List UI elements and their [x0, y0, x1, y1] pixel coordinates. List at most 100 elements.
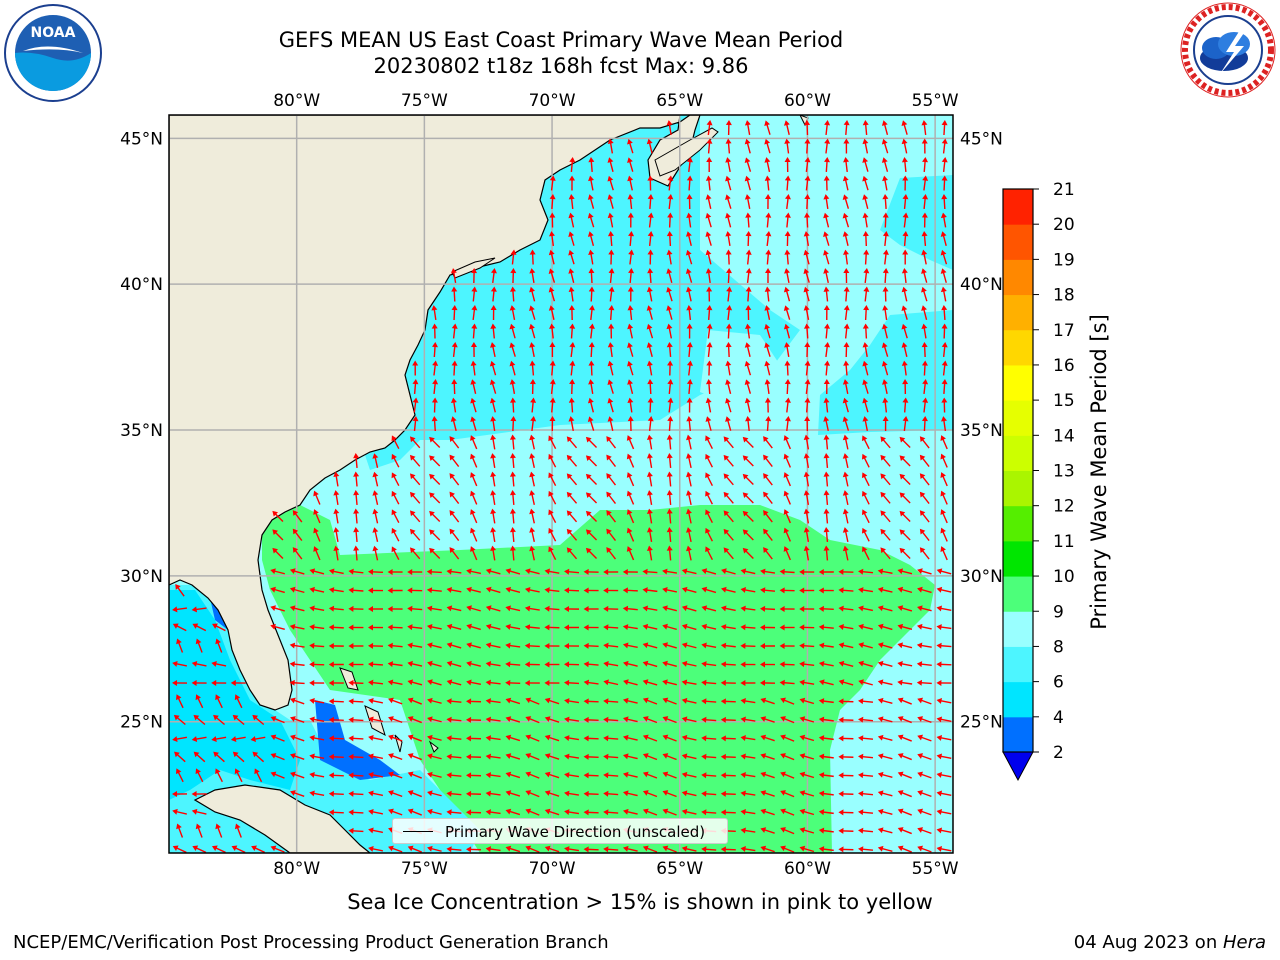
- wave-arrow: [666, 249, 673, 265]
- wave-arrow: [642, 808, 658, 816]
- wave-arrow: [646, 453, 653, 469]
- wave-arrow: [881, 323, 888, 339]
- wave-arrow: [804, 212, 811, 228]
- wave-arrow: [250, 736, 266, 742]
- wave-arrow: [426, 587, 442, 594]
- wave-arrow: [916, 679, 932, 686]
- wave-arrow: [490, 286, 497, 302]
- wave-arrow: [391, 472, 400, 487]
- wave-arrow: [549, 194, 556, 210]
- wave-arrow: [838, 846, 854, 853]
- wave-arrow: [936, 734, 952, 741]
- wave-arrow: [622, 642, 638, 649]
- wave-arrow: [858, 642, 873, 649]
- wave-arrow: [585, 547, 598, 559]
- wave-arrow: [407, 753, 422, 761]
- wave-arrow: [919, 528, 930, 541]
- wave-arrow: [897, 790, 912, 798]
- lon-label-top: 65°W: [656, 91, 703, 111]
- wave-arrow: [427, 808, 442, 815]
- wave-arrow: [744, 379, 752, 394]
- wave-arrow: [623, 660, 638, 667]
- wave-arrow: [799, 753, 815, 760]
- wave-arrow: [309, 790, 325, 797]
- wave-arrow: [544, 790, 560, 797]
- colorbar-tick-label: 8: [1053, 637, 1064, 657]
- wave-arrow: [763, 510, 773, 523]
- wave-arrow: [763, 547, 773, 560]
- wave-arrow: [744, 342, 751, 357]
- wave-arrow: [901, 268, 908, 284]
- wave-arrow: [760, 808, 775, 816]
- wave-arrow: [427, 753, 442, 760]
- wave-arrow: [803, 231, 810, 247]
- wave-arrow: [917, 697, 932, 705]
- wave-arrow: [407, 642, 423, 649]
- colorbar-tick-label: 19: [1053, 250, 1075, 270]
- wave-arrow: [863, 268, 870, 284]
- wave-arrow: [842, 545, 849, 561]
- wave-arrow: [490, 545, 497, 561]
- wave-arrow: [603, 569, 619, 575]
- wave-arrow: [740, 661, 756, 668]
- wave-arrow: [348, 809, 364, 816]
- wave-arrow: [348, 827, 364, 834]
- wave-arrow: [842, 508, 849, 524]
- wave-arrow: [509, 305, 516, 321]
- wave-arrow: [642, 587, 658, 594]
- legend-line-swatch: [403, 831, 433, 832]
- wave-arrow: [686, 323, 693, 339]
- wave-arrow: [803, 268, 810, 283]
- map-legend: Primary Wave Direction (unscaled): [392, 818, 728, 844]
- wave-arrow: [686, 397, 693, 413]
- wave-arrow: [566, 436, 578, 449]
- wave-arrow: [564, 587, 580, 594]
- wave-arrow: [862, 157, 869, 172]
- wave-arrow: [368, 808, 383, 815]
- wave-arrow: [603, 587, 619, 594]
- wave-arrow: [544, 808, 560, 816]
- wave-arrow: [427, 697, 442, 704]
- wave-arrow: [328, 661, 344, 668]
- wave-arrow: [172, 736, 188, 742]
- wave-arrow: [544, 679, 560, 686]
- wave-arrow: [509, 434, 516, 450]
- wave-arrow: [388, 697, 403, 705]
- wave-arrow: [838, 660, 854, 667]
- wave-arrow: [524, 661, 540, 668]
- wave-arrow: [921, 138, 928, 154]
- wave-arrow: [427, 734, 442, 741]
- wave-arrow: [509, 508, 516, 524]
- wave-arrow: [309, 716, 325, 723]
- wave-arrow: [902, 249, 909, 265]
- wave-arrow: [838, 624, 854, 630]
- wave-arrow: [566, 491, 578, 504]
- wave-arrow: [432, 342, 438, 358]
- wave-arrow: [391, 509, 400, 524]
- wave-arrow: [720, 735, 736, 742]
- wave-arrow: [666, 342, 673, 358]
- wave-arrow: [548, 435, 557, 450]
- wave-arrow: [407, 845, 422, 853]
- wave-arrow: [662, 790, 677, 798]
- wave-arrow: [431, 323, 438, 339]
- wave-arrow: [569, 360, 576, 376]
- wave-arrow: [818, 790, 834, 797]
- wave-arrow: [451, 379, 458, 395]
- wave-arrow: [902, 416, 909, 432]
- wave-arrow: [917, 586, 932, 594]
- wave-arrow: [701, 790, 717, 797]
- wave-arrow: [799, 661, 815, 668]
- wave-arrow: [309, 753, 325, 760]
- wave-arrow: [607, 342, 614, 358]
- wave-arrow: [388, 845, 403, 853]
- wave-arrow: [450, 397, 457, 413]
- wave-arrow: [409, 454, 421, 467]
- wave-arrow: [309, 568, 325, 575]
- land-bahamas: [339, 667, 439, 753]
- noaa-logo: NOAA: [4, 4, 102, 102]
- wave-arrow: [234, 694, 243, 709]
- wave-arrow: [446, 735, 462, 742]
- wave-arrow: [470, 546, 478, 561]
- wave-arrow: [760, 661, 776, 668]
